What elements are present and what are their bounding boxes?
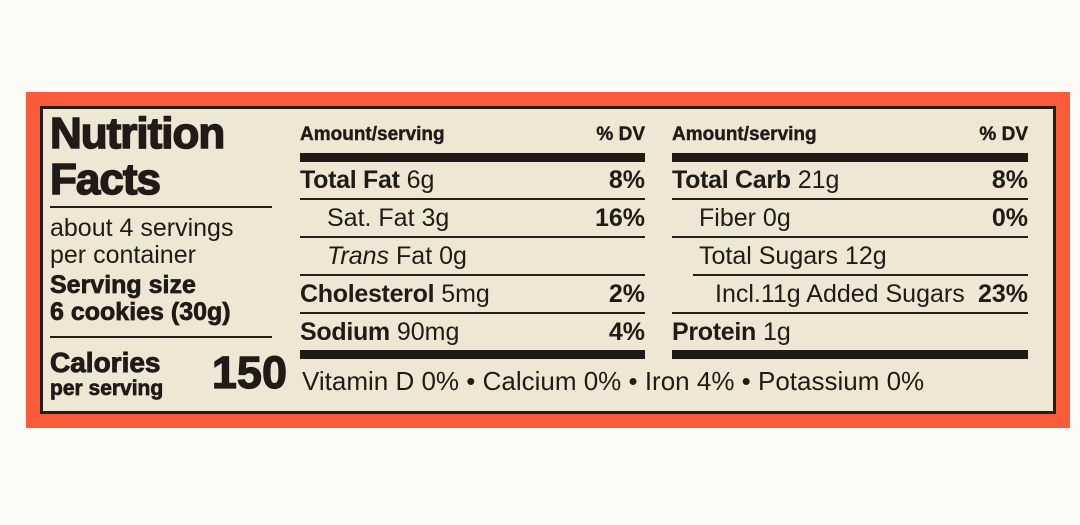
- row-protein: Protein 1g: [672, 314, 1028, 350]
- calories-label: Calories: [50, 347, 161, 378]
- nutrient-amount: 21g: [797, 165, 840, 194]
- thick-bar-top: [672, 153, 1028, 162]
- nutrient-name: Fiber: [699, 203, 756, 232]
- row-divider-indented: [693, 274, 1028, 276]
- nutrient-dv: 16%: [594, 203, 645, 232]
- row-cholesterol: Cholesterol 5mg 2%: [300, 276, 645, 312]
- thick-bar-bottom: [672, 350, 1028, 359]
- divider-under-title: [50, 206, 272, 208]
- serving-size-value: 6 cookies (30g): [50, 298, 231, 326]
- servings-line2: per container: [50, 241, 196, 269]
- row-divider: [672, 312, 1028, 314]
- nutrient-dv: 2%: [608, 279, 645, 308]
- calories-value: 150: [211, 347, 287, 398]
- micronutrients-line: Vitamin D 0% • Calcium 0% • Iron 4% • Po…: [302, 366, 925, 396]
- column-header: Amount/serving % DV: [672, 125, 1028, 144]
- nutrient-amount: 90mg: [396, 317, 460, 346]
- nutrient-amount: 0g: [762, 203, 791, 232]
- nutrient-name: Incl.11g Added Sugars: [715, 279, 965, 308]
- row-total-sugars: Total Sugars 12g: [672, 238, 1028, 274]
- header-percent-dv: % DV: [979, 124, 1028, 145]
- title-line1: Nutrition: [49, 109, 226, 158]
- row-added-sugars: Incl.11g Added Sugars 23%: [672, 276, 1028, 312]
- row-divider: [300, 236, 645, 238]
- row-divider: [672, 198, 1028, 200]
- servings-line1: about 4 servings: [50, 214, 234, 242]
- nutrient-name: Protein: [672, 317, 757, 346]
- label-inner-panel: Nutrition Facts about 4 servings per con…: [40, 106, 1056, 414]
- row-divider: [300, 198, 645, 200]
- serving-size: Serving size 6 cookies (30g): [50, 271, 231, 326]
- title-line2: Facts: [49, 155, 161, 204]
- nutrient-amount: 0g: [439, 241, 467, 270]
- header-amount-serving: Amount/serving: [672, 124, 817, 145]
- thick-bar-top: [300, 153, 645, 162]
- thick-bar-bottom: [300, 350, 645, 359]
- header-percent-dv: % DV: [596, 124, 645, 145]
- nutrient-dv: 4%: [608, 317, 645, 346]
- nutrient-name: Cholesterol: [300, 279, 435, 308]
- row-trans-fat: Trans Fat 0g: [300, 238, 645, 274]
- nutrient-dv: 8%: [608, 165, 645, 194]
- nutrient-amount: 5mg: [441, 279, 490, 308]
- row-fiber: Fiber 0g 0%: [672, 200, 1028, 236]
- column-header: Amount/serving % DV: [300, 125, 645, 144]
- nutrient-name-italic: Trans: [327, 241, 390, 270]
- row-divider: [672, 236, 1028, 238]
- header-amount-serving: Amount/serving: [300, 124, 445, 145]
- left-panel: Nutrition Facts about 4 servings per con…: [49, 109, 287, 411]
- nutrient-amount: 1g: [762, 317, 791, 346]
- row-sodium: Sodium 90mg 4%: [300, 314, 645, 350]
- row-sat-fat: Sat. Fat 3g 16%: [300, 200, 645, 236]
- nutrient-name: Fat: [396, 241, 433, 270]
- nutrient-amount: 3g: [421, 203, 450, 232]
- divider-above-calories: [50, 336, 272, 338]
- row-total-carb: Total Carb 21g 8%: [672, 162, 1028, 198]
- serving-size-label: Serving size: [50, 271, 197, 299]
- nutrient-dv: 23%: [977, 279, 1028, 308]
- nutrition-facts-title: Nutrition Facts: [49, 109, 226, 204]
- nutrient-dv: 0%: [991, 203, 1028, 232]
- row-total-fat: Total Fat 6g 8%: [300, 162, 645, 198]
- row-divider: [300, 312, 645, 314]
- row-divider: [300, 274, 645, 276]
- nutrient-amount: 6g: [406, 165, 435, 194]
- nutrient-name: Total Fat: [300, 165, 400, 194]
- calories-sublabel: per serving: [50, 377, 164, 400]
- nutrient-column-fats: Amount/serving % DV Total Fat 6g 8% Sat.…: [300, 125, 645, 359]
- nutrition-facts-label: Nutrition Facts about 4 servings per con…: [26, 92, 1070, 428]
- nutrient-name: Total Carb: [672, 165, 791, 194]
- nutrient-name: Sat. Fat: [327, 203, 415, 232]
- nutrient-name: Total Sugars: [699, 241, 838, 270]
- nutrient-dv: 8%: [991, 165, 1028, 194]
- nutrient-column-carbs: Amount/serving % DV Total Carb 21g 8% Fi…: [672, 125, 1028, 359]
- servings-per-container: about 4 servings per container: [50, 215, 233, 269]
- nutrient-amount: 12g: [844, 241, 887, 270]
- nutrient-name: Sodium: [300, 317, 390, 346]
